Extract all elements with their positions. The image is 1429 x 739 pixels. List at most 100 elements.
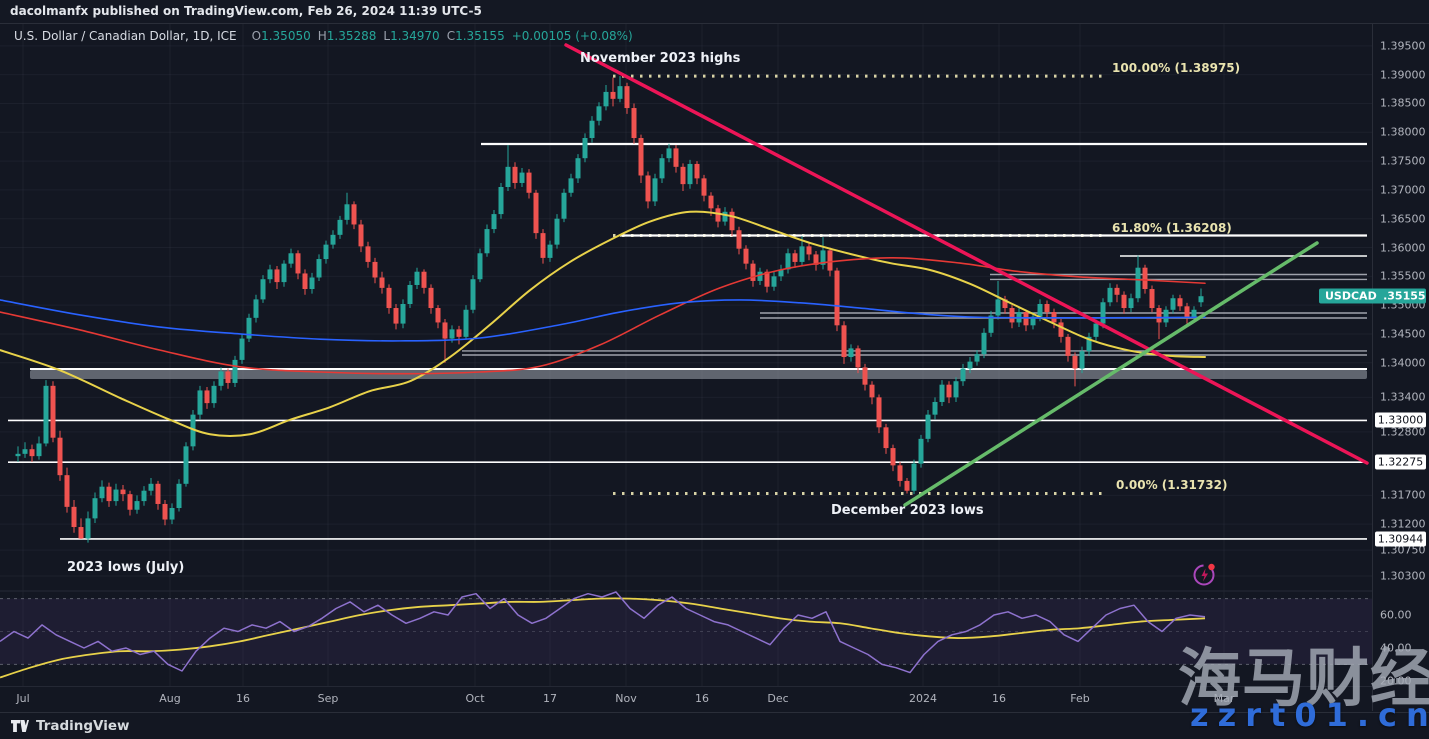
candle-body [267,269,273,280]
candle-body [841,325,847,358]
candle-body [379,277,385,288]
candle-body [575,158,581,179]
candle-body [701,178,707,196]
candle-body [204,390,210,404]
downtrend-line[interactable] [564,43,1369,465]
candle-body [1135,267,1141,299]
candle-body [477,253,483,280]
open-value: 1.35050 [261,29,311,43]
candle-body [421,271,427,288]
candle-body [526,172,532,193]
candle-body [1030,316,1036,326]
time-label: Oct [465,692,485,705]
price-label: 1.39000 [1380,68,1426,82]
candle-body [694,163,700,179]
candle-body [897,465,903,481]
candle-body [288,253,294,264]
candle-body [36,443,42,457]
candle-body [750,263,756,281]
candle-body [974,354,980,362]
time-label: 2024 [909,692,937,705]
candle-body [113,489,119,502]
candle-body [883,427,889,449]
candle-body [1079,351,1085,369]
candle-body [1093,323,1099,337]
ma-yellow [0,210,1206,438]
candle-body [239,338,245,360]
chart-canvas[interactable] [0,0,1372,711]
candle-body [365,246,371,262]
candle-body [141,490,147,502]
candle-body [1023,312,1029,326]
time-label: 16 [992,692,1006,705]
close-value: 1.35155 [455,29,505,43]
candle-body [1198,296,1204,303]
candle-body [372,261,378,278]
candle-body [218,371,224,386]
candle-body [246,317,252,339]
symbol-title: U.S. Dollar / Canadian Dollar, 1D, ICE [14,29,237,43]
price-label: 1.30300 [1380,569,1426,583]
price-scale[interactable]: 1.400001.395001.390001.385001.380001.375… [1372,0,1429,711]
tradingview-logo-icon[interactable] [10,718,29,734]
annotation-december-lows[interactable]: December 2023 lows [831,503,984,518]
lightning-bolt-icon [1201,568,1208,582]
candle-body [890,448,896,466]
price-label: 1.38000 [1380,125,1426,139]
candle-body [1037,303,1043,317]
candle-body [743,248,749,264]
candle-body [435,308,441,323]
candle-body [673,148,679,167]
candle-body [946,384,952,398]
bottom-toolbar: TradingView [0,712,1429,739]
candle-body [960,368,966,382]
time-scale[interactable]: Jul Aug 16 Sep Oct 17 Nov 16 Dec 2024 16 Feb Mar [0,686,1372,713]
uptrend-line[interactable] [903,241,1319,507]
candle-body [939,384,945,402]
candle-body [393,308,399,324]
candle-body [680,166,686,185]
candle-body [869,384,875,398]
tradingview-brand[interactable]: TradingView [36,718,130,734]
candle-body [64,475,70,507]
candle-body [512,166,518,183]
price-label: 1.37500 [1380,154,1426,168]
candle-body [470,279,476,310]
candle-body [176,483,182,509]
annotation-july-lows[interactable]: 2023 lows (July) [67,560,185,575]
candle-body [50,385,56,438]
candle-body [687,163,693,185]
price-label: 1.36500 [1380,212,1426,226]
price-label: 1.33400 [1380,390,1426,404]
time-label: Jul [16,692,30,705]
candle-body [407,284,413,304]
candle-body [225,371,231,383]
rsi-label: 60.00 [1380,608,1412,622]
candle-body [29,449,35,457]
candle-body [309,277,315,290]
price-label: 1.34000 [1380,356,1426,370]
low-label: L [383,29,391,43]
candle-body [638,138,644,176]
candle-body [148,483,154,491]
candle-body [85,518,91,539]
sr-gray-band[interactable] [30,369,1367,379]
candle-body [1044,303,1050,313]
candle-body [281,263,287,283]
annotation-november-highs[interactable]: November 2023 highs [580,51,741,66]
candle-body [925,414,931,439]
price-label: 1.32800 [1380,425,1426,439]
candle-body [1156,308,1162,323]
price-level-badge: 1.33000 [1375,412,1426,428]
symbol-legend[interactable]: U.S. Dollar / Canadian Dollar, 1D, ICE O1… [14,29,633,43]
candle-body [295,253,301,274]
time-label: Sep [317,692,339,705]
price-level-badge: 1.30944 [1375,531,1426,547]
candle-body [127,494,133,510]
flash-ideas-button[interactable] [1191,560,1219,588]
candle-body [78,527,84,539]
price-label: 1.30750 [1380,543,1426,557]
candle-body [274,269,280,283]
candle-body [806,246,812,255]
